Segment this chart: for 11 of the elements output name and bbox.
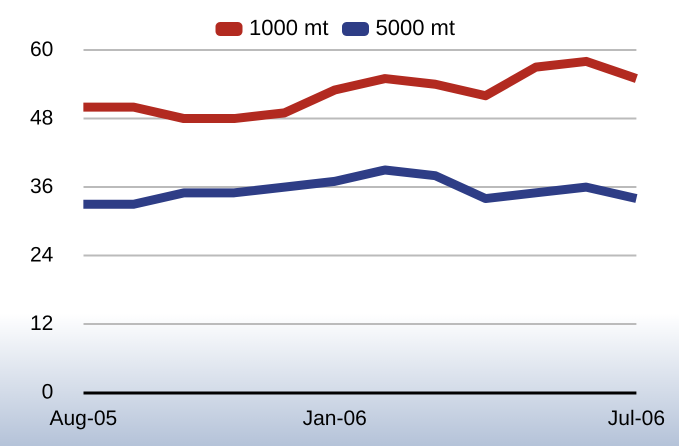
y-tick-label: 0 [42,380,54,404]
x-tick-label: Aug-05 [50,407,118,430]
y-tick-label: 12 [30,312,54,336]
y-tick-label: 48 [30,106,54,130]
x-tick-label: Jul-06 [608,407,666,430]
legend-label: 1000 mt [249,15,329,40]
y-tick-label: 60 [30,38,54,61]
y-tick-label: 36 [30,174,54,198]
legend-label: 5000 mt [376,15,455,40]
y-tick-label: 24 [30,243,54,266]
x-tick-label: Jan-06 [302,407,367,430]
